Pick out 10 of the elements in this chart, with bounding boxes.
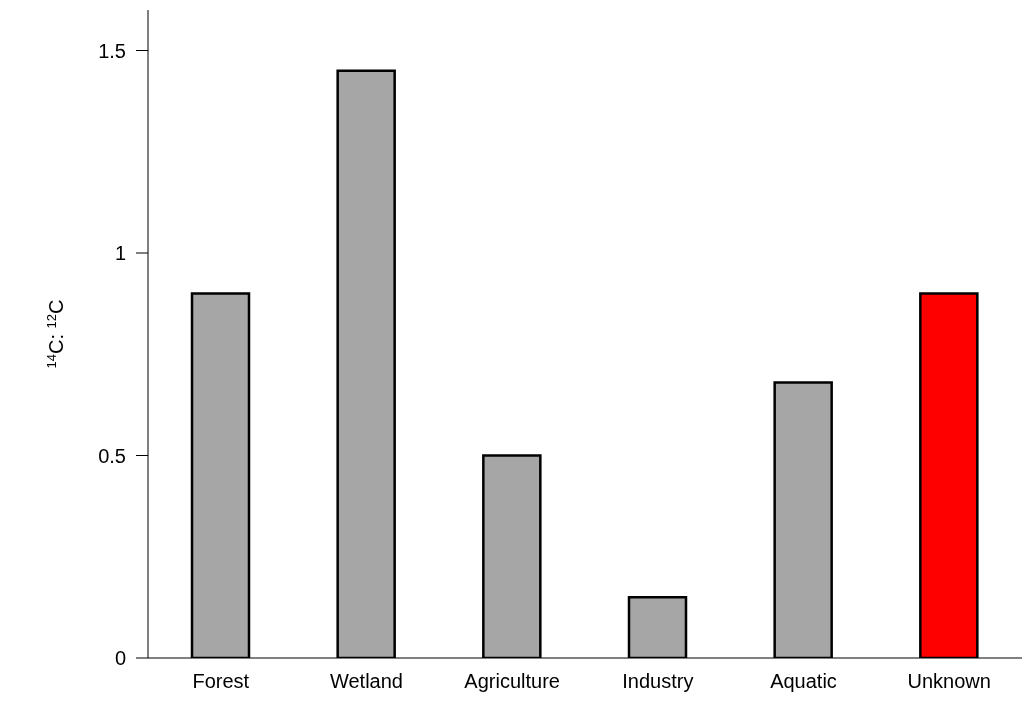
x-tick-label: Forest	[192, 670, 250, 693]
x-tick-label: Unknown	[907, 670, 991, 693]
x-tick-label: Aquatic	[770, 670, 837, 693]
y-tick-label: 0	[114, 647, 126, 670]
x-tick-label: Industry	[622, 670, 694, 693]
y-tick-label: 0.5	[98, 444, 126, 467]
y-tick-label: 1.5	[98, 39, 126, 62]
x-tick-label: Wetland	[329, 670, 404, 693]
y-tick-label: 1	[114, 242, 126, 265]
x-tick-label: Agriculture	[464, 670, 560, 693]
